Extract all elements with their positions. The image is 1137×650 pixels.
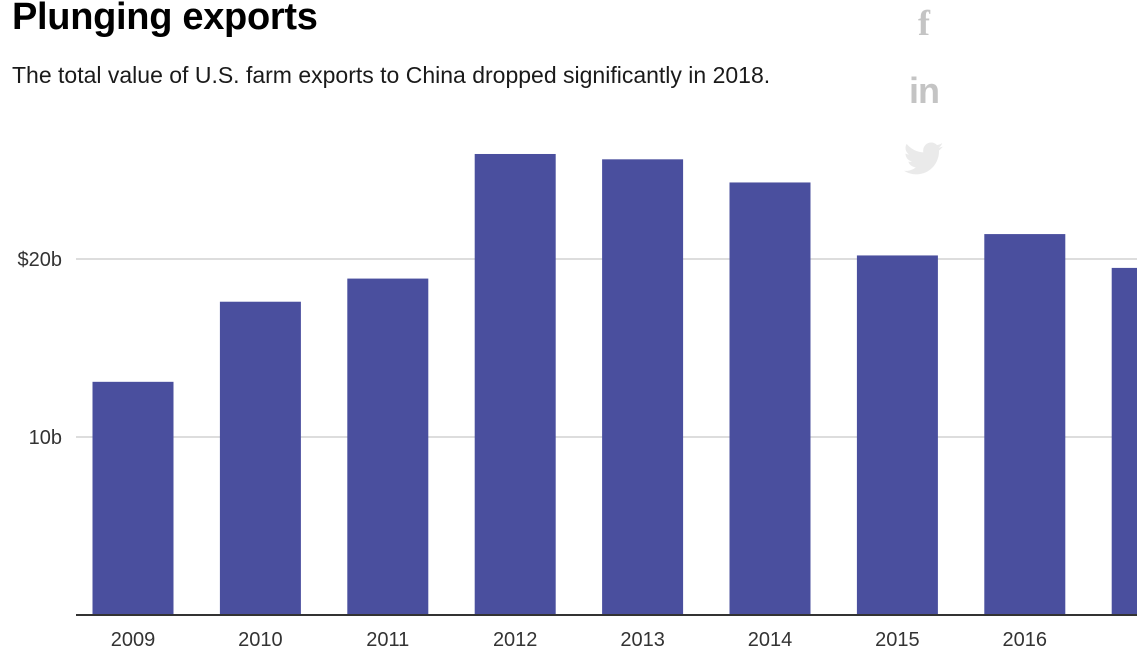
bar-2011 [347, 278, 429, 615]
y-axis-tick-labels: 10b $20b [18, 249, 63, 449]
y-tick-label: $20b [18, 249, 63, 271]
facebook-icon[interactable]: f [918, 3, 930, 43]
x-tick-label: 2014 [748, 629, 793, 650]
bar-2014 [729, 182, 811, 615]
x-tick-label: 2009 [111, 629, 156, 650]
x-axis-tick-labels: 200920102011201220132014201520162 [111, 629, 1048, 650]
chart-title: Plunging exports [12, 0, 318, 38]
x-tick-label: 2013 [620, 629, 665, 650]
chart-subtitle: The total value of U.S. farm exports to … [12, 62, 771, 88]
linkedin-icon[interactable]: in [909, 70, 940, 111]
bar-2015 [856, 255, 938, 615]
bars [92, 153, 1137, 616]
x-tick-label: 2011 [366, 629, 409, 650]
x-tick-label: 2016 [1003, 629, 1048, 650]
bar-2013 [602, 159, 684, 615]
bar-2017 [1111, 267, 1137, 615]
bar-2012 [474, 153, 556, 616]
twitter-icon[interactable] [898, 142, 950, 181]
x-tick-label: 2012 [493, 629, 538, 650]
bar-2010 [219, 301, 301, 615]
y-tick-label: 10b [29, 427, 62, 449]
bar-2009 [92, 381, 174, 615]
x-tick-label: 2015 [875, 629, 920, 650]
x-tick-label: 2010 [238, 629, 283, 650]
bar-2016 [984, 234, 1066, 615]
